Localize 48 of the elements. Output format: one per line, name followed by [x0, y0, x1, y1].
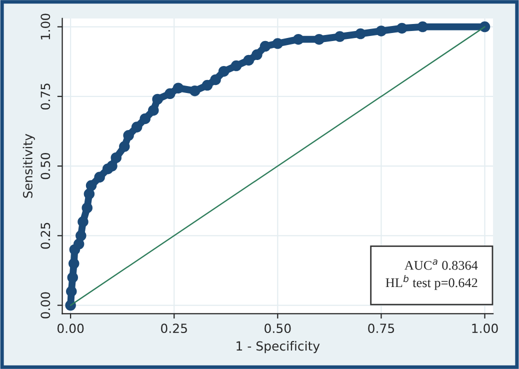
- point: [76, 230, 86, 242]
- point: [94, 172, 105, 183]
- point: [82, 202, 93, 214]
- point: [230, 60, 242, 72]
- point: [334, 31, 346, 42]
- point: [86, 180, 97, 191]
- point: [123, 130, 134, 141]
- point: [417, 21, 428, 32]
- point: [376, 26, 387, 36]
- point: [68, 258, 80, 269]
- x-tick-label: 1.00: [472, 324, 498, 334]
- y-tick-label: 0.50: [40, 152, 50, 180]
- point: [252, 49, 262, 60]
- point: [355, 28, 366, 40]
- point: [243, 54, 254, 66]
- x-tick-label: 0.75: [368, 324, 394, 334]
- point: [172, 82, 184, 94]
- point: [292, 34, 304, 45]
- point: [67, 272, 78, 283]
- point: [272, 38, 284, 49]
- point: [106, 160, 118, 172]
- point: [78, 216, 88, 228]
- point: [73, 238, 84, 250]
- point: [202, 80, 213, 91]
- y-tick-label: 0.25: [40, 222, 50, 249]
- x-tick-label: 0.25: [161, 324, 187, 334]
- text: AUC$^{a}$ 0.8364 HL$^{b}$ test p=0.642: [386, 259, 478, 290]
- point: [148, 104, 159, 116]
- point: [140, 113, 150, 124]
- y-tick-label: 0.75: [40, 84, 50, 110]
- point: [314, 34, 324, 45]
- point: [210, 74, 221, 86]
- point: [218, 66, 230, 77]
- point: [66, 286, 77, 297]
- point: [110, 152, 122, 164]
- x-tick-label: 0.50: [264, 324, 291, 334]
- point: [65, 300, 76, 311]
- point: [189, 85, 200, 96]
- point: [164, 88, 176, 100]
- point: [131, 122, 142, 132]
- point: [119, 141, 130, 152]
- x-tick-label: 0.00: [57, 324, 84, 334]
- point: [260, 40, 271, 52]
- y-axis-title: Sensitivity: [22, 134, 35, 198]
- x-axis-title: 1 - Specificity: [236, 341, 320, 354]
- point: [152, 94, 163, 105]
- y-tick-label: 1.00: [40, 14, 50, 40]
- point: [396, 22, 408, 34]
